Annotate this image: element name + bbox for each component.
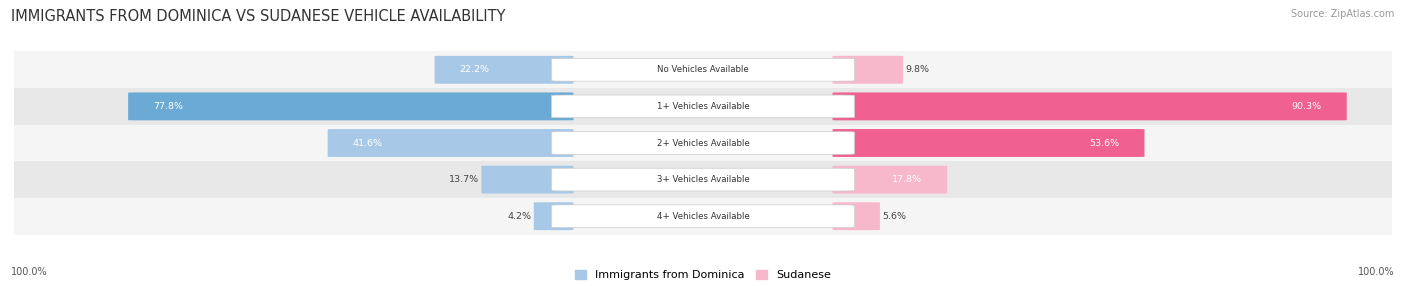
Text: 100.0%: 100.0% bbox=[1358, 267, 1395, 277]
FancyBboxPatch shape bbox=[328, 129, 574, 157]
FancyBboxPatch shape bbox=[551, 168, 855, 191]
FancyBboxPatch shape bbox=[832, 166, 948, 194]
FancyBboxPatch shape bbox=[832, 56, 903, 84]
Text: 9.8%: 9.8% bbox=[905, 65, 929, 74]
FancyBboxPatch shape bbox=[534, 202, 574, 230]
Text: 2+ Vehicles Available: 2+ Vehicles Available bbox=[657, 138, 749, 148]
Text: 53.6%: 53.6% bbox=[1090, 138, 1119, 148]
Text: 5.6%: 5.6% bbox=[883, 212, 907, 221]
FancyBboxPatch shape bbox=[128, 92, 574, 120]
FancyBboxPatch shape bbox=[434, 56, 574, 84]
FancyBboxPatch shape bbox=[14, 198, 1392, 235]
Text: 41.6%: 41.6% bbox=[353, 138, 382, 148]
Text: 1+ Vehicles Available: 1+ Vehicles Available bbox=[657, 102, 749, 111]
Legend: Immigrants from Dominica, Sudanese: Immigrants from Dominica, Sudanese bbox=[575, 270, 831, 280]
Text: Source: ZipAtlas.com: Source: ZipAtlas.com bbox=[1291, 9, 1395, 19]
FancyBboxPatch shape bbox=[832, 202, 880, 230]
Text: 3+ Vehicles Available: 3+ Vehicles Available bbox=[657, 175, 749, 184]
Text: 22.2%: 22.2% bbox=[460, 65, 489, 74]
FancyBboxPatch shape bbox=[14, 125, 1392, 161]
FancyBboxPatch shape bbox=[14, 161, 1392, 198]
Text: No Vehicles Available: No Vehicles Available bbox=[657, 65, 749, 74]
FancyBboxPatch shape bbox=[14, 51, 1392, 88]
Text: 100.0%: 100.0% bbox=[11, 267, 48, 277]
Text: 4.2%: 4.2% bbox=[508, 212, 531, 221]
FancyBboxPatch shape bbox=[481, 166, 574, 194]
FancyBboxPatch shape bbox=[832, 129, 1144, 157]
Text: 4+ Vehicles Available: 4+ Vehicles Available bbox=[657, 212, 749, 221]
Text: IMMIGRANTS FROM DOMINICA VS SUDANESE VEHICLE AVAILABILITY: IMMIGRANTS FROM DOMINICA VS SUDANESE VEH… bbox=[11, 9, 506, 23]
FancyBboxPatch shape bbox=[551, 58, 855, 81]
FancyBboxPatch shape bbox=[551, 95, 855, 118]
FancyBboxPatch shape bbox=[14, 88, 1392, 125]
Text: 77.8%: 77.8% bbox=[153, 102, 183, 111]
FancyBboxPatch shape bbox=[551, 132, 855, 154]
Text: 90.3%: 90.3% bbox=[1292, 102, 1322, 111]
Text: 13.7%: 13.7% bbox=[449, 175, 478, 184]
Text: 17.8%: 17.8% bbox=[893, 175, 922, 184]
FancyBboxPatch shape bbox=[551, 205, 855, 228]
FancyBboxPatch shape bbox=[832, 92, 1347, 120]
